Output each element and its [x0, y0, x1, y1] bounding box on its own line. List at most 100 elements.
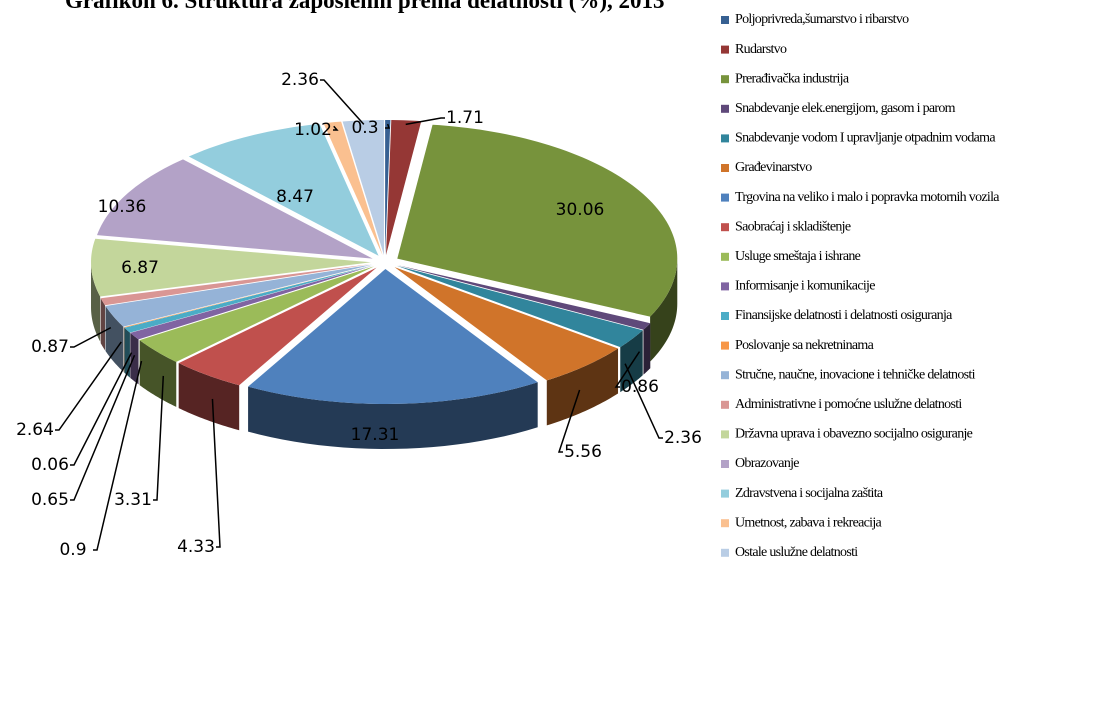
legend-swatch	[721, 164, 729, 172]
data-label: 17.31	[351, 425, 400, 445]
slice	[97, 159, 373, 259]
legend-swatch	[721, 430, 729, 439]
data-label: 2.36	[664, 428, 702, 448]
legend-swatch	[721, 104, 729, 113]
leader-line	[385, 123, 391, 129]
slice	[394, 267, 619, 381]
legend-swatch	[721, 460, 729, 468]
legend-label: Snabdevanje vodom I upravljanje otpadnim…	[735, 131, 996, 146]
legend-label: Poslovanje sa nekretninama	[735, 338, 875, 353]
legend-label: Obrazovanje	[735, 456, 799, 471]
data-label: 10.36	[98, 197, 147, 217]
legend-label: Poljoprivreda,šumarstvo i ribarstvo	[735, 12, 909, 27]
legend-swatch	[721, 489, 729, 498]
legend-swatch	[721, 252, 729, 261]
leader-line	[211, 398, 221, 548]
legend-label: Usluge smeštaja i ishrane	[735, 249, 861, 264]
slice	[248, 268, 538, 404]
data-label: 0.65	[31, 490, 69, 510]
slice-side	[643, 323, 651, 375]
data-label: 8.47	[276, 187, 314, 207]
data-label: 0.87	[31, 337, 69, 357]
slice	[123, 265, 373, 328]
slice	[397, 265, 651, 330]
slice-side	[620, 330, 643, 393]
legend-swatch	[721, 548, 729, 557]
legend-swatch	[721, 371, 729, 380]
slice-walls	[91, 258, 678, 449]
data-label: 2.64	[16, 420, 54, 440]
slice	[139, 266, 375, 362]
data-label: 0.06	[31, 455, 69, 475]
data-label: 1.71	[446, 108, 484, 128]
slice-side	[105, 306, 124, 372]
data-label: 0.3	[351, 118, 378, 138]
data-label: 30.06	[556, 200, 605, 220]
slice-tops	[91, 120, 678, 404]
legend-swatch	[721, 45, 729, 54]
slice	[342, 120, 384, 256]
slice	[91, 238, 372, 297]
slice-side	[650, 258, 678, 362]
slice	[323, 121, 383, 256]
leader-line	[405, 117, 445, 126]
legend-label: Građevinarstvo	[735, 160, 812, 175]
legend-swatch	[721, 400, 729, 409]
leader-line	[70, 352, 133, 466]
slice	[396, 265, 643, 348]
legend-swatch	[721, 16, 729, 24]
slice-side	[178, 363, 240, 431]
leader-line	[70, 326, 112, 348]
data-label: 1.02	[294, 120, 332, 140]
legend-label: Umetnost, zabava i rekreacija	[735, 515, 883, 530]
leader-line	[624, 363, 663, 439]
legend-label: Prerađivačka industrija	[735, 71, 850, 86]
slice	[105, 264, 373, 327]
legend-label: Finansijske delatnosti i delatnosti osig…	[735, 308, 953, 323]
slice-side	[139, 340, 177, 407]
slice	[130, 265, 374, 340]
legend-label: Stručne, naučne, inovacione i tehničke d…	[735, 367, 976, 382]
legend-swatch	[721, 193, 729, 202]
legend-label: Ostale uslužne delatnosti	[735, 545, 858, 560]
leader-line	[320, 79, 365, 125]
slice-side	[130, 332, 139, 385]
slice	[188, 123, 379, 256]
leader-line	[93, 360, 143, 551]
slice-side	[100, 298, 105, 351]
legend-label: Administrativne i pomoćne uslužne delatn…	[735, 397, 962, 412]
data-label: 0.86	[621, 377, 659, 397]
legend-swatch	[721, 134, 729, 143]
leader-line	[614, 351, 641, 388]
data-label: 0.9	[59, 540, 86, 560]
legend-label: Saobraćaj i skladištenje	[735, 219, 851, 234]
legend-label: Informisanje i komunikacije	[735, 279, 875, 294]
chart-title: Grafikon 6. Struktura zaposlenih prema d…	[65, 0, 665, 13]
slice	[178, 267, 377, 386]
slice-side	[124, 327, 130, 378]
leader-line	[70, 354, 136, 501]
legend-label: Rudarstvo	[735, 42, 787, 57]
legend: Poljoprivreda,šumarstvo i ribarstvo Rudar…	[721, 12, 1001, 560]
slice	[385, 120, 391, 256]
legend-label: Snabdevanje elek.energijom, gasom i paro…	[735, 101, 956, 116]
legend-label: Trgovina na veliko i malo i popravka mot…	[735, 190, 1000, 205]
legend-label: Zdravstvena i socijalna zaštita	[735, 486, 884, 501]
legend-swatch	[721, 312, 729, 320]
legend-swatch	[721, 282, 729, 291]
legend-label: Državna uprava i obavezno socijalno osig…	[735, 427, 973, 442]
slice	[100, 263, 372, 306]
slice-side	[248, 382, 538, 449]
leader-line	[55, 341, 122, 431]
data-label: 3.31	[114, 490, 152, 510]
slice-side	[91, 262, 101, 342]
legend-swatch	[721, 341, 729, 350]
slice	[124, 265, 373, 333]
leader-line	[557, 389, 581, 453]
leader-line	[333, 125, 339, 131]
data-label: 4.33	[177, 537, 215, 557]
slice	[386, 120, 422, 256]
slice-side	[546, 348, 619, 426]
legend-swatch	[721, 223, 729, 232]
